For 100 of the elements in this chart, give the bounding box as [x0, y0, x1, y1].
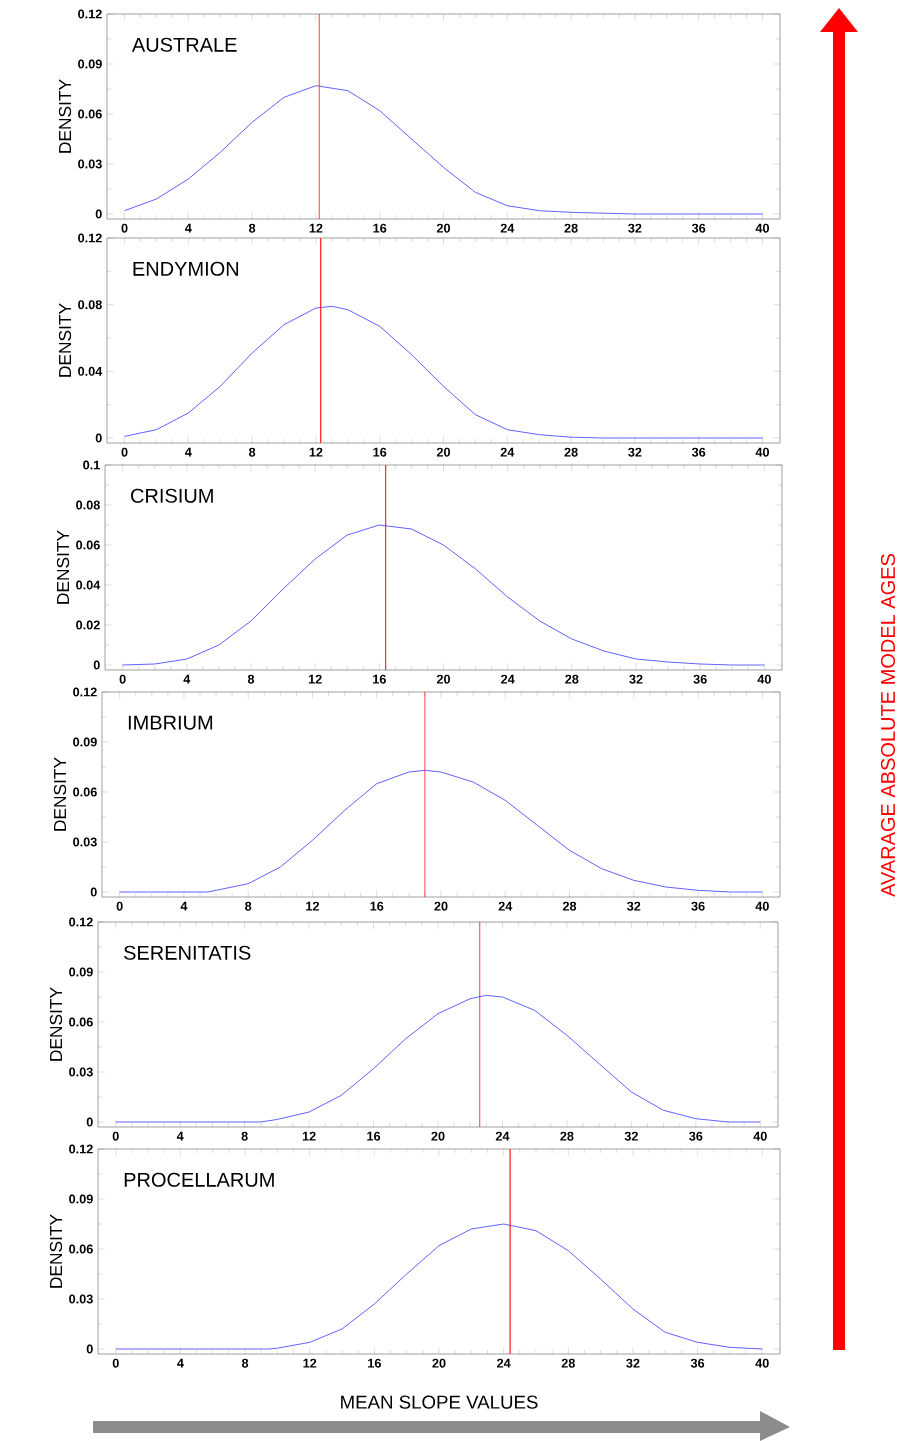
x-tick-label: 36 — [689, 1131, 703, 1141]
x-tick-label: 16 — [367, 1131, 381, 1141]
y-tick-label: 0.1 — [83, 460, 100, 470]
x-tick-label: 0 — [121, 223, 128, 233]
y-tick-label: 0.03 — [73, 837, 97, 847]
x-tick-label: 24 — [501, 674, 515, 684]
x-tick-label: 8 — [247, 674, 255, 684]
x-tick-label: 40 — [753, 1131, 767, 1141]
y-tick-label: 0 — [95, 433, 102, 443]
text: AVARAGE ABSOLUTE MODEL AGES — [880, 554, 896, 897]
y-tick-label: 0 — [86, 1344, 93, 1354]
x-tick-label: 40 — [755, 447, 769, 457]
x-tick-label: 8 — [245, 901, 252, 911]
x-tick-label: 0 — [119, 674, 126, 684]
x-tick-label: 28 — [560, 1131, 574, 1141]
x-tick-label: 20 — [436, 447, 451, 457]
x-tick-label: 12 — [309, 447, 323, 457]
y-tick-label: 0.09 — [69, 967, 93, 977]
x-tick-label: 40 — [755, 901, 769, 911]
y-axis-title: DENSITY — [58, 303, 72, 377]
x-tick-label: 4 — [176, 1131, 184, 1141]
y-tick-label: 0.02 — [76, 620, 100, 630]
y-tick-label: 0.06 — [73, 787, 97, 797]
x-tick-label: 4 — [180, 901, 188, 911]
y-tick-label: 0.03 — [78, 159, 102, 169]
x-tick-label: 28 — [561, 1358, 575, 1368]
x-tick-label: 20 — [434, 901, 448, 911]
y-axis-title: DENSITY — [49, 1214, 63, 1288]
x-tick-label: 24 — [498, 901, 513, 911]
x-tick-label: 0 — [116, 901, 123, 911]
x-tick-label: 40 — [755, 223, 769, 233]
x-tick-label: 32 — [628, 223, 642, 233]
x-tick-label: 12 — [306, 901, 320, 911]
y-tick-label: 0.04 — [76, 580, 101, 590]
y-tick-label: 0.12 — [78, 233, 102, 243]
x-tick-label: 36 — [690, 1358, 705, 1368]
x-tick-label: 0 — [112, 1131, 119, 1141]
x-tick-label: 28 — [565, 674, 579, 684]
x-tick-label: 28 — [564, 223, 578, 233]
y-tick-label: 0.03 — [69, 1294, 93, 1304]
y-axis-title: DENSITY — [58, 79, 72, 153]
x-tick-label: 28 — [562, 901, 577, 911]
y-tick-label: 0.04 — [78, 366, 103, 376]
x-tick-label: 16 — [368, 1358, 381, 1368]
x-tick-label: 40 — [755, 1358, 769, 1368]
y-axis-title: DENSITY — [56, 530, 70, 604]
y-tick-label: 0.12 — [78, 9, 102, 19]
y-tick-label: 0.12 — [69, 1144, 93, 1154]
y-tick-label: 0.06 — [76, 540, 100, 550]
y-tick-label: 0.09 — [73, 737, 97, 747]
y-tick-label: 0.08 — [78, 300, 102, 310]
y-axis-title: DENSITY — [49, 987, 63, 1061]
x-tick-label: 0 — [112, 1358, 119, 1368]
x-tick-label: 36 — [693, 674, 707, 684]
x-tick-label: 16 — [373, 223, 387, 233]
x-tick-label: 12 — [302, 1131, 316, 1141]
text: PROCELLARUM — [124, 1172, 274, 1187]
x-tick-label: 24 — [497, 1358, 511, 1368]
x-tick-label: 16 — [373, 674, 386, 684]
y-tick-label: 0.06 — [78, 109, 102, 119]
text: IMBRIUM — [128, 715, 213, 730]
y-tick-label: 0.06 — [69, 1017, 93, 1027]
x-tick-label: 24 — [500, 223, 515, 233]
y-tick-label: 0 — [93, 660, 100, 670]
text: ENDYMION — [133, 261, 239, 276]
x-tick-label: 32 — [629, 674, 643, 684]
x-tick-label: 16 — [373, 447, 387, 457]
x-tick-label: 16 — [370, 901, 384, 911]
x-axis-title: MEAN SLOPE VALUES — [341, 1395, 538, 1409]
x-tick-label: 12 — [303, 1358, 317, 1368]
y-tick-label: 0.09 — [69, 1194, 93, 1204]
x-tick-label: 4 — [185, 447, 192, 457]
x-tick-label: 0 — [121, 447, 128, 457]
x-tick-label: 8 — [249, 223, 256, 233]
x-tick-label: 8 — [241, 1131, 248, 1141]
x-tick-label: 8 — [241, 1358, 249, 1368]
x-tick-label: 24 — [495, 1131, 510, 1141]
x-tick-label: 4 — [185, 223, 192, 233]
y-tick-label: 0 — [86, 1117, 93, 1127]
y-tick-label: 0.12 — [69, 917, 93, 927]
x-tick-label: 32 — [628, 447, 642, 457]
x-tick-label: 20 — [431, 1131, 445, 1141]
x-tick-label: 4 — [183, 674, 191, 684]
y-tick-label: 0.03 — [69, 1067, 93, 1077]
y-axis-title: DENSITY — [53, 757, 67, 831]
x-tick-label: 8 — [249, 447, 256, 457]
x-tick-label: 24 — [500, 447, 515, 457]
x-tick-label: 32 — [624, 1131, 638, 1141]
y-tick-label: 0.06 — [69, 1244, 93, 1254]
text: SERENITATIS — [124, 945, 251, 960]
x-tick-label: 20 — [436, 223, 451, 233]
y-tick-label: 0.09 — [78, 59, 102, 69]
x-tick-label: 4 — [177, 1358, 184, 1368]
x-tick-label: 40 — [757, 674, 771, 684]
x-tick-label: 20 — [432, 1358, 446, 1368]
x-tick-label: 32 — [626, 1358, 640, 1368]
text: AUSTRALE — [131, 37, 237, 52]
x-tick-label: 36 — [691, 901, 705, 911]
y-tick-label: 0 — [95, 209, 102, 219]
text: CRISIUM — [131, 488, 213, 503]
